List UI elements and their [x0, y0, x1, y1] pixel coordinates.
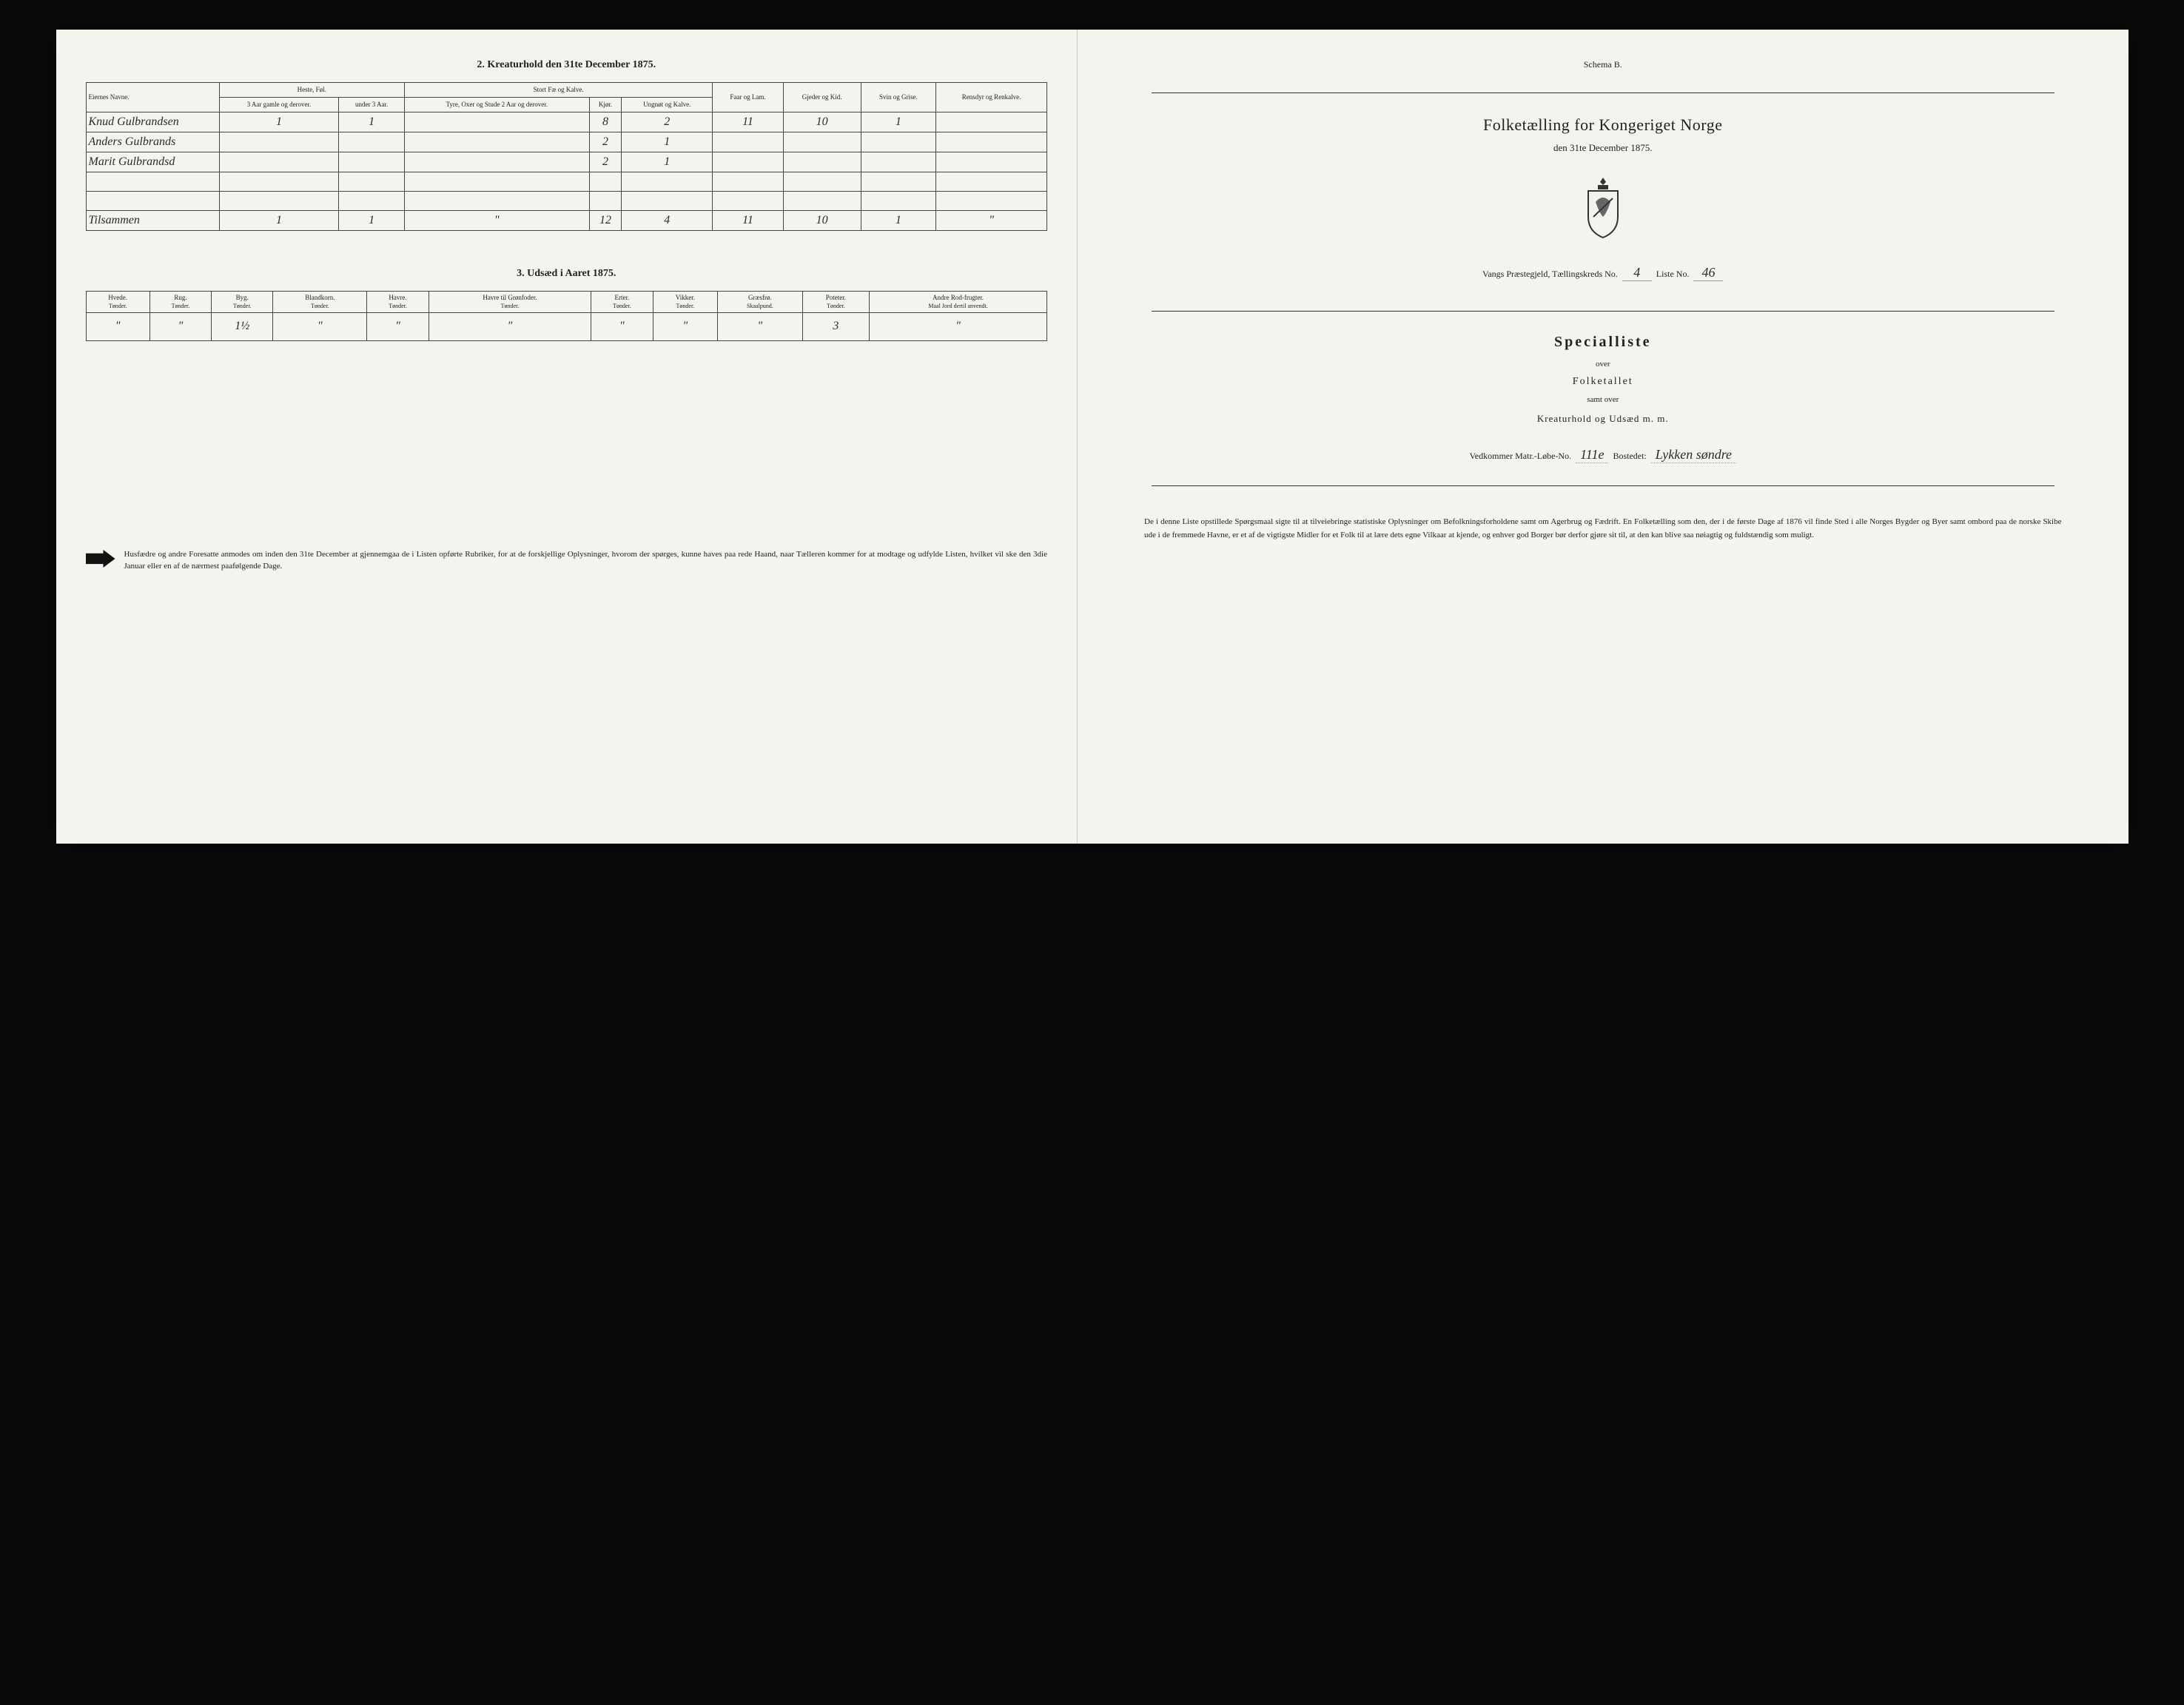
- table-row-empty: [86, 172, 1047, 191]
- section-2-title: 2. Kreaturhold den 31te December 1875.: [86, 59, 1048, 71]
- seed-col: Græsfrø.Skaalpund.: [718, 291, 802, 312]
- col-faar: Faar og Lam.: [713, 83, 783, 112]
- table-row: Knud Gulbrandsen 1 1 8 2 11 10 1: [86, 112, 1047, 132]
- col-stort2: Kjør.: [589, 97, 622, 112]
- pointing-hand-icon: [86, 550, 115, 568]
- specialliste-heading: Specialliste: [1122, 334, 2084, 351]
- coat-of-arms-icon: [1577, 176, 1629, 243]
- seed-col: Poteter.Tønder.: [802, 291, 870, 312]
- table-row: Marit Gulbrandsd 2 1: [86, 152, 1047, 172]
- col-owner: Eiernes Navne.: [86, 83, 219, 112]
- footer-text: Husfædre og andre Foresatte anmodes om i…: [124, 548, 1048, 573]
- schema-label: Schema B.: [1122, 59, 2084, 70]
- seed-row: " " 1½ " " " " " " 3 ": [86, 312, 1047, 340]
- col-stort1: Tyre, Oxer og Stude 2 Aar og derover.: [404, 97, 589, 112]
- col-gjed: Gjeder og Kid.: [783, 83, 861, 112]
- col-heste1: 3 Aar gamle og derover.: [219, 97, 339, 112]
- list-no: 46: [1693, 265, 1723, 281]
- seed-col: Havre til Grønfoder.Tønder.: [429, 291, 591, 312]
- matr-no: 111e: [1576, 447, 1608, 463]
- seed-col: Andre Rod-frugter.Maal Jord dertil anven…: [870, 291, 1047, 312]
- seed-col: Havre.Tønder.: [367, 291, 429, 312]
- livestock-table: Eiernes Navne. Heste, Føl. Stort Fæ og K…: [86, 82, 1048, 231]
- vedkommer-line: Vedkommer Matr.-Løbe-No. 111e Bostedet: …: [1122, 447, 2084, 463]
- seed-col: Blandkorn.Tønder.: [273, 291, 367, 312]
- seed-col: Rug.Tønder.: [149, 291, 211, 312]
- seed-col: Hvede.Tønder.: [86, 291, 149, 312]
- table-row: Anders Gulbrands 2 1: [86, 132, 1047, 152]
- right-page: Schema B. Folketælling for Kongeriget No…: [1078, 30, 2128, 844]
- subtitle: den 31te December 1875.: [1122, 142, 2084, 154]
- seed-table: Hvede.Tønder. Rug.Tønder. Byg.Tønder. Bl…: [86, 291, 1048, 341]
- col-heste2: under 3 Aar.: [339, 97, 405, 112]
- totals-row: Tilsammen 1 1 " 12 4 11 10 1 ": [86, 210, 1047, 230]
- bosted: Lykken søndre: [1651, 447, 1736, 463]
- section-3-title: 3. Udsæd i Aaret 1875.: [86, 268, 1048, 280]
- body-paragraph: De i denne Liste opstillede Spørgsmaal s…: [1144, 516, 2062, 542]
- col-group-heste: Heste, Føl.: [219, 83, 404, 98]
- parish-line: Vangs Præstegjeld, Tællingskreds No. 4 L…: [1152, 265, 2054, 281]
- parish-no: 4: [1622, 265, 1652, 281]
- specialliste-block: Specialliste over Folketallet samt over …: [1122, 334, 2084, 425]
- left-page: 2. Kreaturhold den 31te December 1875. E…: [56, 30, 1078, 844]
- table-row-empty: [86, 191, 1047, 210]
- seed-col: Vikker.Tønder.: [653, 291, 718, 312]
- col-stort3: Ungnøt og Kalve.: [622, 97, 713, 112]
- seed-col: Erter.Tønder.: [591, 291, 653, 312]
- col-ren: Rensdyr og Renkalve.: [936, 83, 1047, 112]
- document-spread: 2. Kreaturhold den 31te December 1875. E…: [56, 30, 2128, 844]
- footer-note: Husfædre og andre Foresatte anmodes om i…: [86, 548, 1048, 573]
- col-group-stort: Stort Fæ og Kalve.: [404, 83, 712, 98]
- seed-col: Byg.Tønder.: [212, 291, 273, 312]
- col-svin: Svin og Grise.: [861, 83, 935, 112]
- main-title: Folketælling for Kongeriget Norge: [1122, 115, 2084, 135]
